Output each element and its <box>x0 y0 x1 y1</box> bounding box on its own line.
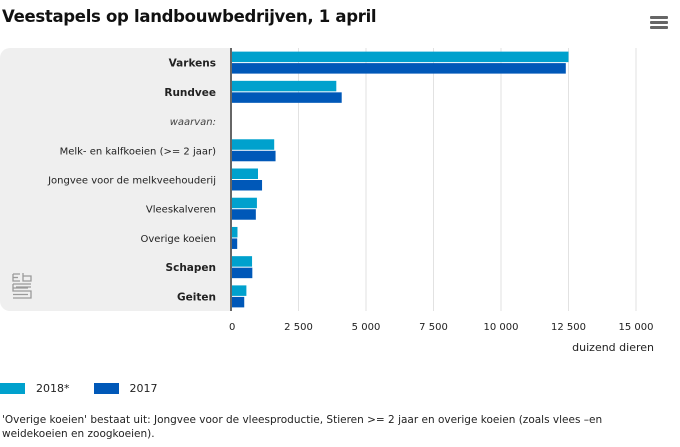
legend-swatch-2018 <box>0 383 25 394</box>
category-label: Schapen <box>166 262 216 274</box>
hamburger-menu-icon <box>650 16 668 19</box>
category-label-panel <box>0 48 231 311</box>
bar-2018[interactable] <box>231 285 247 296</box>
x-tick-label: 10 000 <box>484 322 519 333</box>
bar-2017[interactable] <box>231 92 342 103</box>
category-label: waarvan: <box>170 117 216 128</box>
bar-2018[interactable] <box>231 51 569 63</box>
x-tick-label: 2 500 <box>284 322 313 333</box>
bar-chart: Varkens Rundvee waarvan: Melk- en kalfkoeie… <box>47 48 654 354</box>
bar-2017[interactable] <box>231 63 566 74</box>
x-axis-label: duizend dieren <box>572 341 654 354</box>
bar-2018[interactable] <box>231 226 238 238</box>
category-labels: Varkens Rundvee waarvan: Melk- en kalfkoeie… <box>47 58 216 304</box>
legend-item-2017[interactable]: 2017 <box>93 382 158 395</box>
bar-2017[interactable] <box>231 150 276 162</box>
bar-2018[interactable] <box>231 80 337 92</box>
bar-2017[interactable] <box>231 296 245 308</box>
x-tick-label: 7 500 <box>419 322 448 333</box>
x-axis-tick-labels: 0 2 500 5 000 7 500 10 000 12 500 15 000 <box>229 322 654 333</box>
legend: 2018* 2017 <box>0 382 182 395</box>
footnote: 'Overige koeien' bestaat uit: Jongvee vo… <box>2 414 603 440</box>
bar-2017[interactable] <box>231 238 238 249</box>
bar-2017[interactable] <box>231 180 263 191</box>
bar-2018[interactable] <box>231 256 253 267</box>
gridlines <box>298 48 637 311</box>
bar-2018[interactable] <box>231 197 257 209</box>
category-label: Geiten <box>177 291 216 303</box>
hamburger-menu-icon-line <box>650 21 668 24</box>
bar-2017[interactable] <box>231 267 253 279</box>
bar-2018[interactable] <box>231 168 258 180</box>
x-tick-label: 0 <box>229 322 235 333</box>
cbs-logo-icon <box>12 272 32 304</box>
legend-label-2017: 2017 <box>129 382 158 395</box>
x-tick-label: 15 000 <box>619 322 654 333</box>
category-label: Overige koeien <box>141 234 216 245</box>
bar-2018[interactable] <box>231 139 275 150</box>
legend-item-2018[interactable]: 2018* <box>0 382 70 395</box>
legend-swatch-2017 <box>93 383 119 394</box>
x-tick-label: 12 500 <box>551 322 586 333</box>
category-label: Rundvee <box>164 87 216 99</box>
chart-title: Veestapels op landbouwbedrijven, 1 april <box>2 7 377 26</box>
bar-2017[interactable] <box>231 209 256 220</box>
legend-label-2018: 2018* <box>36 382 70 395</box>
chart-menu-button[interactable] <box>650 16 668 32</box>
x-tick-label: 5 000 <box>352 322 381 333</box>
category-label: Melk- en kalfkoeien (>= 2 jaar) <box>60 146 217 157</box>
category-label: Varkens <box>169 58 216 70</box>
category-label: Jongvee voor de melkveehouderij <box>47 176 216 187</box>
hamburger-menu-icon-line <box>650 26 668 29</box>
bars <box>231 51 569 308</box>
category-label: Vleeskalveren <box>146 205 216 216</box>
